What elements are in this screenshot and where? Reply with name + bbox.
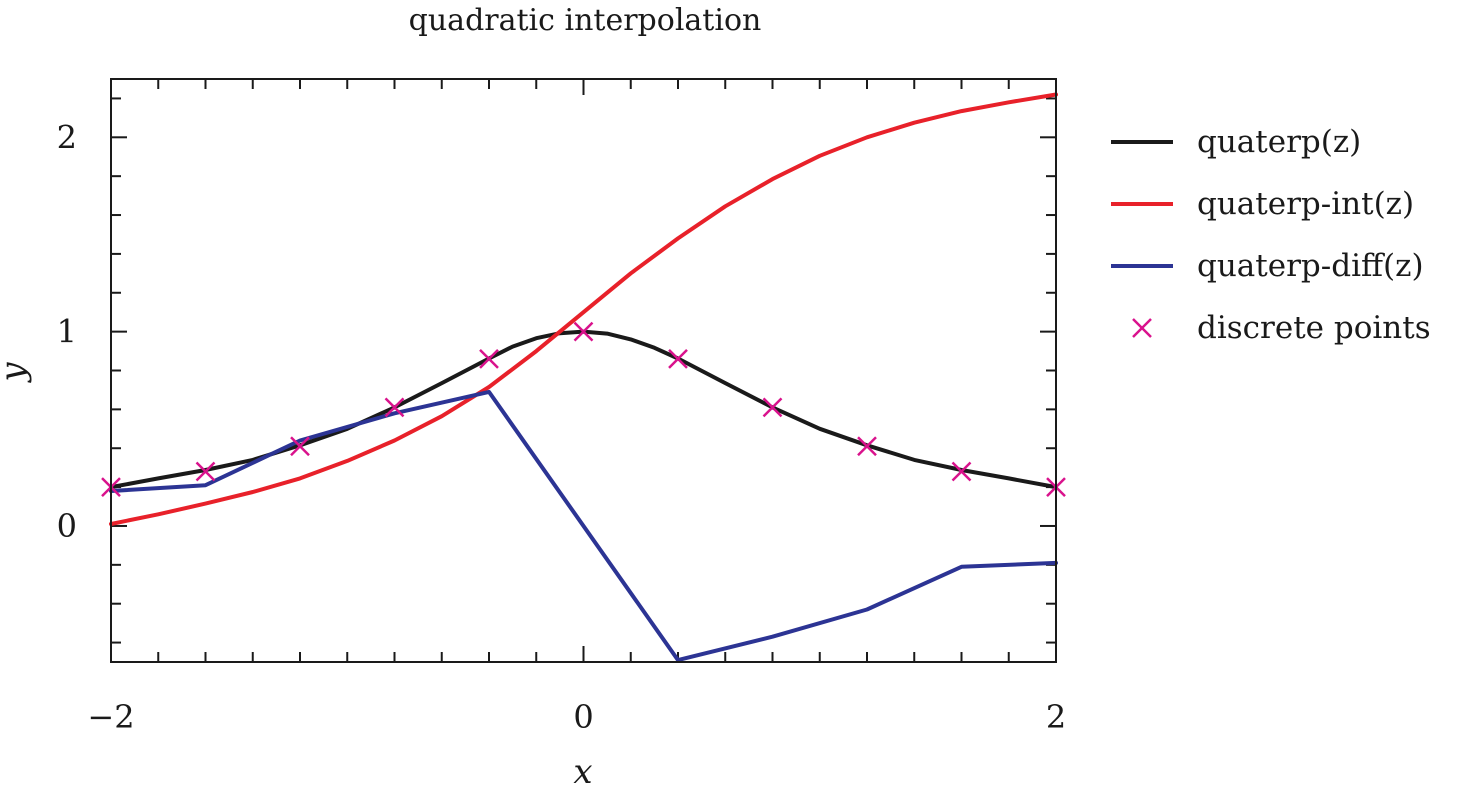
legend-label: quaterp-diff(z) bbox=[1197, 248, 1424, 284]
series-line-2 bbox=[109, 389, 1058, 663]
y-tick-label: 1 bbox=[57, 313, 77, 351]
legend-label: quaterp-int(z) bbox=[1197, 186, 1414, 222]
legend: quaterp(z) quaterp-int(z) quaterp-diff(z) d… bbox=[1111, 124, 1431, 346]
discrete-point-marker bbox=[668, 348, 688, 369]
discrete-point-marker bbox=[384, 397, 405, 418]
ticks-layer bbox=[110, 79, 1057, 662]
series-line-1 bbox=[109, 92, 1058, 526]
legend-label: discrete points bbox=[1197, 310, 1431, 346]
x-tick-label: 2 bbox=[1046, 698, 1066, 736]
legend-item: quaterp-diff(z) bbox=[1111, 248, 1424, 284]
discrete-point-marker bbox=[951, 461, 972, 482]
legend-item: quaterp-int(z) bbox=[1111, 186, 1414, 222]
discrete-point-marker bbox=[762, 397, 783, 418]
legend-item: discrete points bbox=[1132, 310, 1431, 346]
discrete-point-marker bbox=[290, 436, 310, 457]
legend-label: quaterp(z) bbox=[1197, 124, 1361, 160]
x-tick-label: −2 bbox=[87, 698, 134, 736]
x-axis-label: x bbox=[573, 752, 592, 791]
series-layer bbox=[101, 92, 1066, 663]
discrete-point-marker bbox=[195, 461, 216, 482]
tick-labels-layer: −2 0 2 0 1 2 bbox=[57, 118, 1067, 736]
legend-item: quaterp(z) bbox=[1111, 124, 1361, 160]
chart-title: quadratic interpolation bbox=[409, 3, 762, 38]
legend-marker bbox=[1132, 318, 1152, 338]
y-axis-label: y bbox=[0, 362, 33, 384]
y-tick-label: 0 bbox=[57, 507, 77, 545]
discrete-point-marker bbox=[857, 436, 877, 457]
x-tick-label: 0 bbox=[573, 698, 593, 736]
discrete-point-marker bbox=[573, 321, 594, 342]
discrete-point-marker bbox=[479, 348, 499, 369]
y-tick-label: 2 bbox=[57, 118, 77, 156]
plot-frame bbox=[110, 78, 1057, 663]
